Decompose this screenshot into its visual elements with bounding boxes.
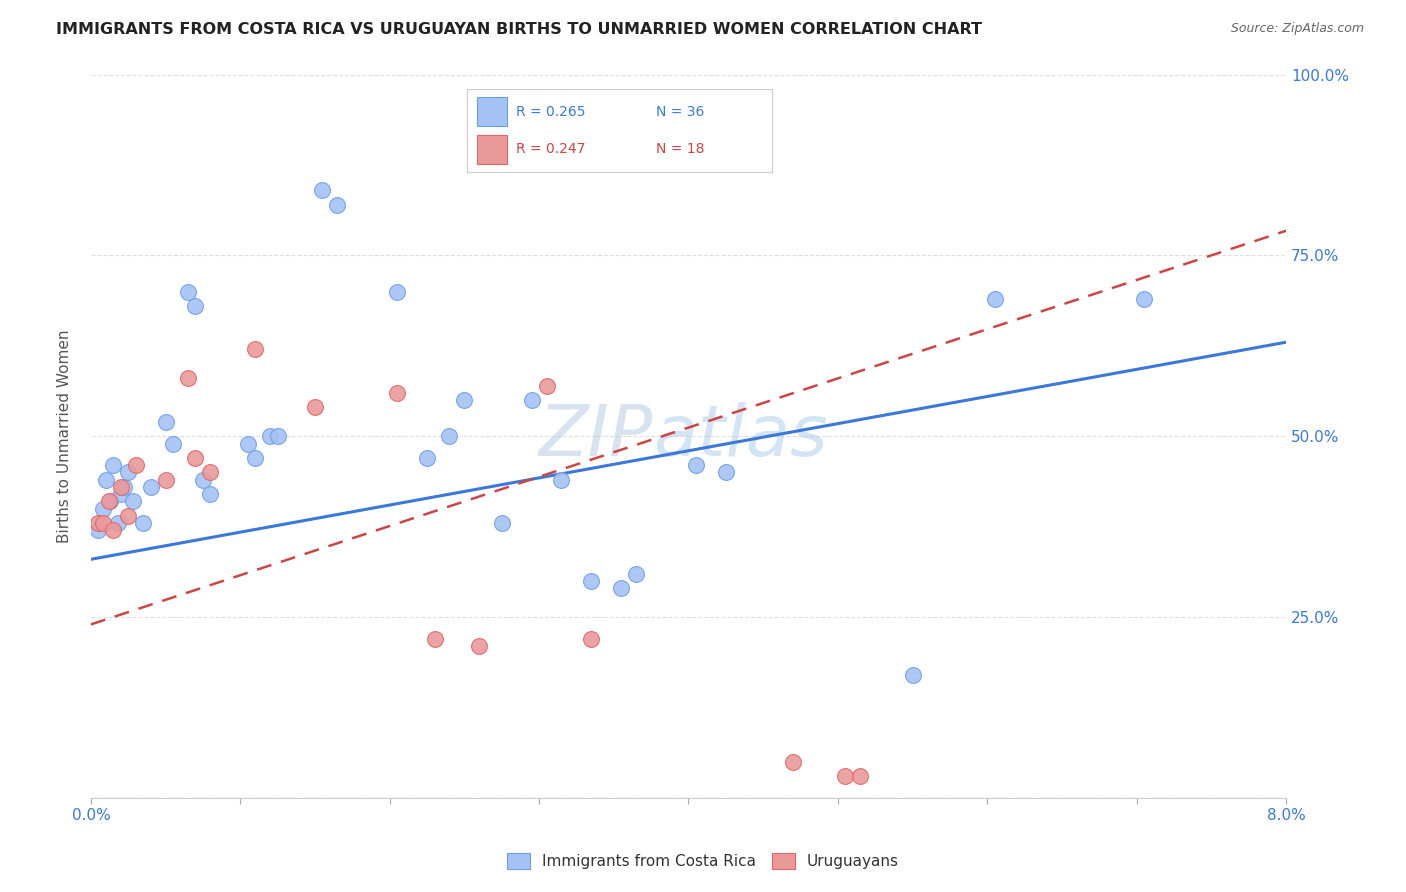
Point: [121, 494, 143, 508]
Point: [385, 385, 408, 400]
Point: [491, 516, 513, 530]
Point: [200, 487, 222, 501]
Point: [901, 668, 924, 682]
Point: [94, 473, 117, 487]
Point: [87, 524, 110, 538]
Point: [139, 480, 162, 494]
Point: [581, 574, 603, 588]
Point: [184, 299, 207, 313]
Point: [311, 183, 333, 197]
Point: [520, 393, 543, 408]
Point: [266, 429, 288, 443]
Point: [834, 769, 856, 783]
Point: [245, 343, 267, 357]
Point: [110, 487, 132, 501]
Point: [162, 436, 184, 450]
Point: [536, 378, 558, 392]
Legend: Immigrants from Costa Rica, Uruguayans: Immigrants from Costa Rica, Uruguayans: [501, 847, 905, 875]
Point: [191, 473, 214, 487]
Point: [416, 450, 439, 465]
Point: [184, 450, 207, 465]
Point: [581, 632, 603, 646]
Point: [200, 466, 222, 480]
Point: [125, 458, 148, 473]
Point: [259, 429, 281, 443]
Point: [983, 292, 1005, 306]
Text: ZIP: ZIP: [538, 401, 652, 471]
Point: [155, 473, 177, 487]
Point: [97, 494, 120, 508]
Point: [714, 466, 737, 480]
Point: [112, 480, 135, 494]
Point: [453, 393, 475, 408]
Point: [610, 581, 633, 595]
Point: [1133, 292, 1156, 306]
Point: [117, 466, 139, 480]
Point: [624, 566, 647, 581]
Point: [103, 458, 125, 473]
Point: [103, 524, 125, 538]
Point: [245, 450, 267, 465]
Point: [98, 494, 121, 508]
Y-axis label: Births to Unmarried Women: Births to Unmarried Women: [58, 329, 72, 543]
Point: [326, 198, 349, 212]
Point: [177, 371, 200, 385]
Point: [177, 285, 200, 299]
Point: [91, 501, 114, 516]
Point: [468, 639, 491, 653]
Point: [155, 415, 177, 429]
Point: [117, 508, 139, 523]
Point: [423, 632, 446, 646]
Point: [849, 769, 872, 783]
Text: Source: ZipAtlas.com: Source: ZipAtlas.com: [1230, 22, 1364, 36]
Point: [107, 516, 129, 530]
Point: [685, 458, 707, 473]
Point: [87, 516, 110, 530]
Point: [132, 516, 155, 530]
Text: IMMIGRANTS FROM COSTA RICA VS URUGUAYAN BIRTHS TO UNMARRIED WOMEN CORRELATION CH: IMMIGRANTS FROM COSTA RICA VS URUGUAYAN …: [56, 22, 983, 37]
Point: [550, 473, 572, 487]
Point: [782, 755, 804, 769]
Point: [439, 429, 461, 443]
Point: [236, 436, 259, 450]
Point: [91, 516, 114, 530]
Text: atlas: atlas: [652, 401, 827, 471]
Point: [304, 401, 326, 415]
Point: [385, 285, 408, 299]
Point: [110, 480, 132, 494]
